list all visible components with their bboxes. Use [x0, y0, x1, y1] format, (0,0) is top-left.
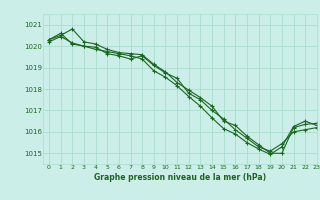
X-axis label: Graphe pression niveau de la mer (hPa): Graphe pression niveau de la mer (hPa) — [94, 173, 266, 182]
